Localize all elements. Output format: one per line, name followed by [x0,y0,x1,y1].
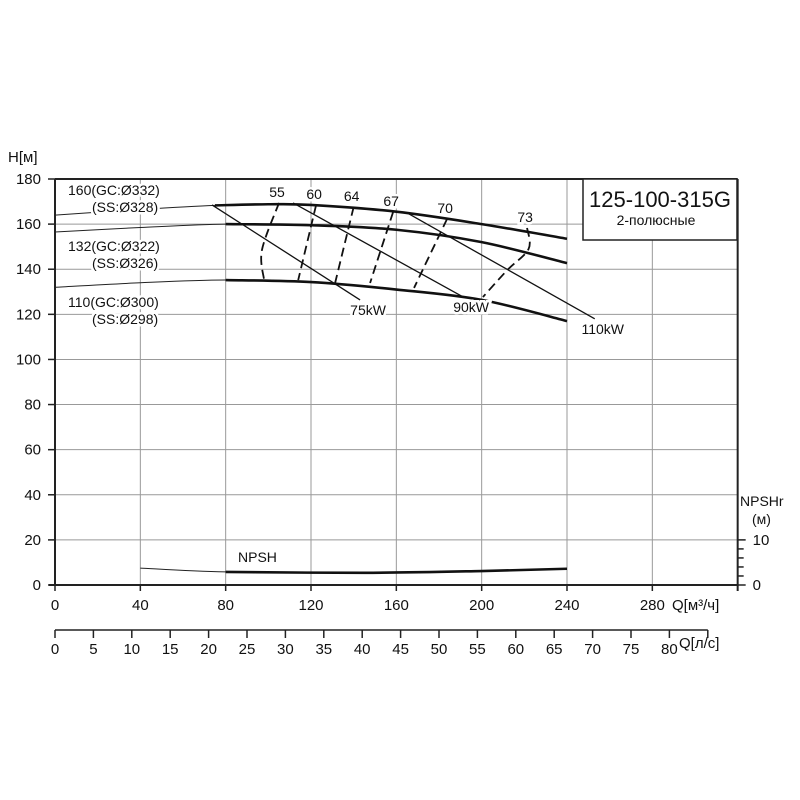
efficiency-curve [297,204,317,281]
efficiency-curve [369,211,394,284]
labels: NPSH 55 60 64 67 70 73 75kW 90kW 110kW 160(GC:Ø332… [66,180,628,566]
x2-tick-label: 40 [354,641,371,658]
x-tick-label: 80 [217,597,234,614]
chart-title: 125-100-315G [589,187,731,212]
x-tick-label: 240 [554,597,579,614]
x2-tick-label: 20 [200,641,217,658]
y-tick-label: 160 [16,216,41,233]
y-tick-label: 100 [16,351,41,368]
efficiency-curve [482,227,531,298]
x2-tick-label: 70 [584,641,601,658]
y-axis-label: H[м] [8,149,37,166]
y-tick-label: 80 [24,397,41,414]
x-tick-label: 160 [384,597,409,614]
x2-tick-label: 50 [431,641,448,658]
power-line [211,204,361,301]
x2-tick-label: 35 [315,641,332,658]
x2-tick-label: 0 [51,641,59,658]
y2-axis-unit: (м) [752,511,771,527]
power-label: 90kW [453,299,490,315]
efficiency-label: 67 [383,193,399,209]
x2-axis-label: Q[л/с] [679,635,719,652]
title-box [582,178,738,241]
impeller-label: 132(GC:Ø322) [68,238,160,254]
y-tick-label: 0 [33,577,41,594]
y-tick-label: 180 [16,171,41,188]
x-tick-label: 200 [469,597,494,614]
power-line [292,202,464,298]
efficiency-label: 60 [306,186,322,202]
npsh-curve [225,567,568,575]
head-curve [225,222,568,265]
y-tick-label: 120 [16,306,41,323]
y2-tick-label: 10 [753,532,770,549]
x2-tick-label: 30 [277,641,294,658]
efficiency-label: 73 [517,209,533,225]
x2-tick-label: 25 [239,641,256,658]
x-tick-label: 40 [132,597,149,614]
y-tick-label: 40 [24,487,41,504]
efficiency-curve [260,202,280,281]
efficiency-curve [334,206,355,284]
impeller-label-ss: (SS:Ø326) [92,255,158,271]
head-curve [225,278,568,323]
power-line [406,212,596,320]
grid [55,179,738,585]
power-label: 75kW [350,302,387,318]
x-tick-label: 280 [640,597,665,614]
x2-tick-label: 80 [661,641,678,658]
efficiency-curve [413,218,448,289]
x-tick-label: 0 [51,597,59,614]
y-tick-label: 140 [16,261,41,278]
y-tick-label: 20 [24,532,41,549]
head-curve [214,202,568,241]
x2-tick-label: 75 [623,641,640,658]
x-axis-label: Q[м³/ч] [672,597,719,614]
impeller-label: 160(GC:Ø332) [68,182,160,198]
impeller-label: 110(GC:Ø300) [68,294,159,310]
x2-tick-label: 60 [507,641,524,658]
y-tick-label: 60 [24,442,41,459]
efficiency-label: 55 [269,184,285,200]
power-label: 110kW [581,321,624,337]
npsh-label: NPSH [238,549,277,565]
x2-tick-label: 15 [162,641,179,658]
y2-tick-label: 0 [753,577,761,594]
curves [54,202,596,575]
x-tick-label: 120 [298,597,323,614]
x2-tick-label: 65 [546,641,563,658]
x2-tick-label: 55 [469,641,486,658]
y2-axis-label: NPSHr [740,493,784,509]
efficiency-label: 70 [437,200,453,216]
impeller-label-ss: (SS:Ø328) [92,199,158,215]
x2-tick-label: 10 [123,641,140,658]
impeller-label-ss: (SS:Ø298) [92,311,158,327]
x2-tick-label: 5 [89,641,97,658]
efficiency-label: 64 [344,188,360,204]
chart-subtitle: 2-полюсные [617,212,696,228]
x2-tick-label: 45 [392,641,409,658]
